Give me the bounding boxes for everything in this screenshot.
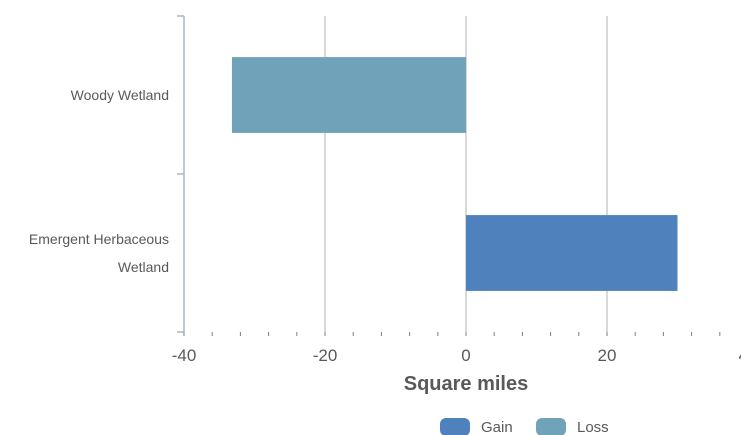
category-label-1: Emergent Herbaceous Wetland — [29, 231, 169, 275]
x-tick-label-1: -20 — [313, 346, 338, 365]
category-labels: Woody Wetland Emergent Herbaceous Wetland — [29, 87, 169, 275]
y-axis — [177, 15, 185, 333]
legend-label-loss: Loss — [577, 419, 609, 435]
x-tick-label-2: 0 — [461, 346, 470, 365]
category-label-0: Woody Wetland — [71, 87, 169, 103]
x-tick-label-3: 20 — [598, 346, 617, 365]
x-tick-label-0: -40 — [172, 346, 197, 365]
bars — [231, 57, 678, 291]
legend-label-gain: Gain — [481, 419, 513, 435]
x-axis: -40 -20 0 20 40 — [172, 332, 741, 365]
bar-loss-0 — [231, 57, 466, 133]
x-axis-title: Square miles — [404, 373, 529, 395]
bar-gain-1 — [466, 215, 678, 291]
x-tick-label-4: 40 — [739, 346, 741, 365]
legend-swatch-loss — [536, 418, 566, 435]
legend: Gain Loss — [440, 418, 609, 435]
legend-swatch-gain — [440, 418, 470, 435]
